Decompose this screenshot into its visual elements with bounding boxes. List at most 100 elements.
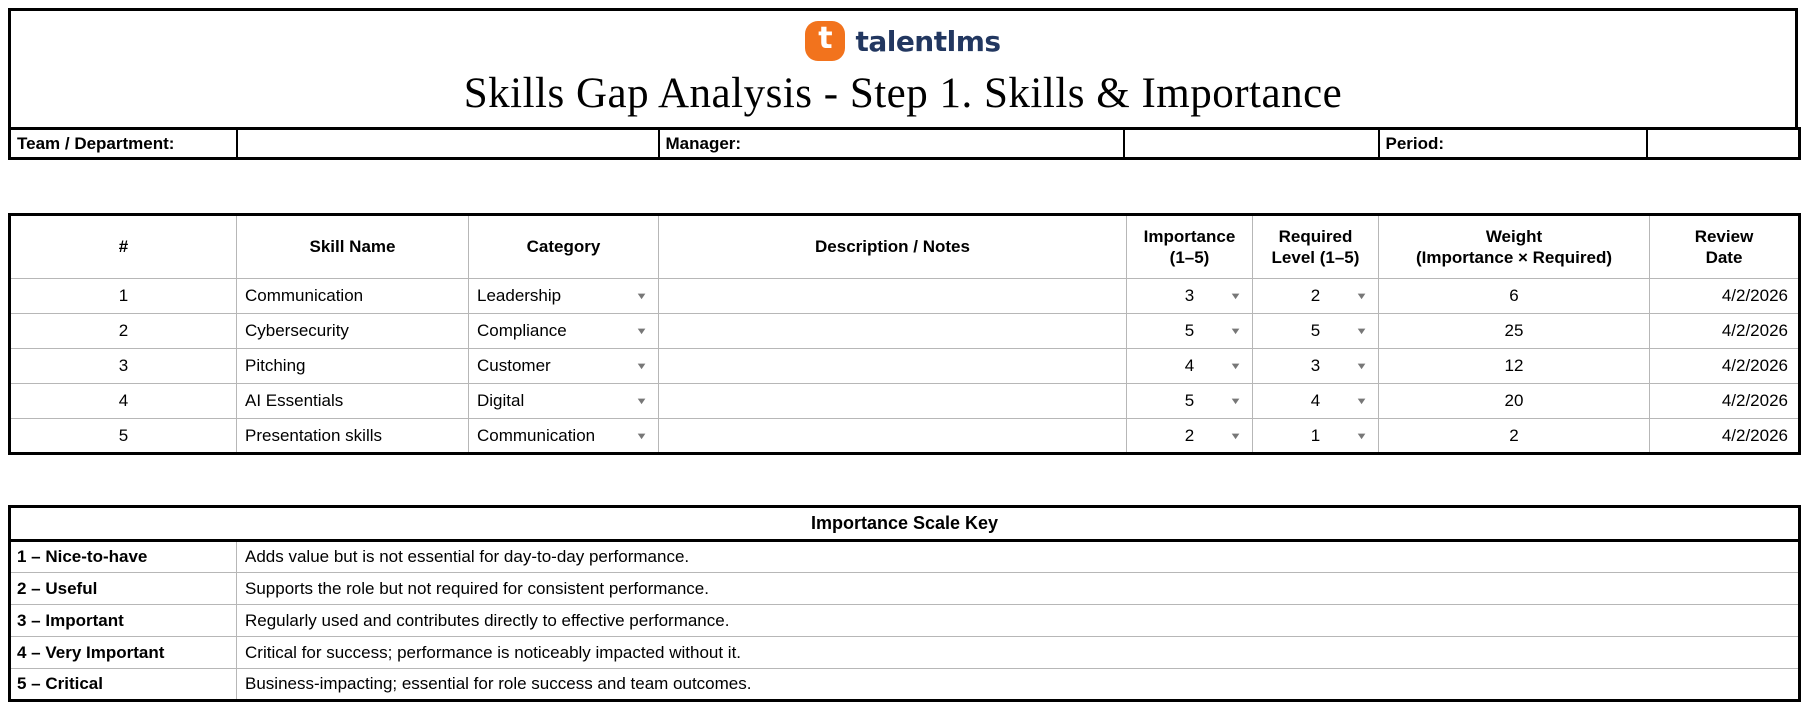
dropdown-arrow-icon[interactable]: ▼ — [635, 290, 648, 302]
skills-header-row: # Skill Name Category Description / Note… — [9, 214, 1800, 279]
dropdown-arrow-icon[interactable]: ▼ — [1355, 325, 1368, 337]
scale-key-description: Critical for success; performance is not… — [236, 636, 1800, 669]
category-dropdown[interactable]: Communication ▼ — [468, 418, 659, 454]
dropdown-arrow-icon[interactable]: ▼ — [1229, 395, 1242, 407]
period-label: Period: — [1377, 127, 1648, 160]
scale-key-header-row: Importance Scale Key — [9, 506, 1800, 542]
importance-dropdown[interactable]: 5 ▼ — [1126, 383, 1253, 419]
col-header-required-level: Required Level (1–5) — [1252, 214, 1379, 279]
skill-name-cell[interactable]: Cybersecurity — [236, 313, 469, 349]
importance-scale-key-table: Importance Scale Key 1 – Nice-to-have Ad… — [8, 505, 1801, 702]
table-row: 2 Cybersecurity Compliance ▼ 5 ▼ 5 ▼ 25 4/2… — [9, 313, 1800, 349]
row-number-cell[interactable]: 1 — [9, 278, 237, 314]
row-number-cell[interactable]: 4 — [9, 383, 237, 419]
review-date-cell[interactable]: 4/2/2026 — [1649, 383, 1800, 419]
logo-letter: t — [818, 21, 833, 56]
row-number-cell[interactable]: 2 — [9, 313, 237, 349]
table-row: 5 Presentation skills Communication ▼ 2 ▼ … — [9, 418, 1800, 454]
required-level-dropdown[interactable]: 3 ▼ — [1252, 348, 1379, 384]
category-value: Digital — [477, 391, 525, 410]
scale-key-title: Importance Scale Key — [9, 506, 1800, 542]
description-cell[interactable] — [658, 348, 1127, 384]
scale-key-label: 1 – Nice-to-have — [9, 540, 237, 573]
required-level-value: 1 — [1310, 425, 1321, 445]
description-cell[interactable] — [658, 278, 1127, 314]
manager-input-cell[interactable] — [1122, 127, 1380, 160]
review-date-cell[interactable]: 4/2/2026 — [1649, 278, 1800, 314]
importance-value: 3 — [1184, 286, 1195, 305]
category-dropdown[interactable]: Digital ▼ — [468, 383, 659, 419]
weight-cell[interactable]: 12 — [1378, 348, 1650, 384]
dropdown-arrow-icon[interactable]: ▼ — [1355, 290, 1368, 302]
col-header-importance: Importance (1–5) — [1126, 214, 1253, 279]
dropdown-arrow-icon[interactable]: ▼ — [1229, 290, 1242, 302]
manager-label: Manager: — [657, 127, 1125, 160]
dropdown-arrow-icon[interactable]: ▼ — [635, 395, 648, 407]
importance-dropdown[interactable]: 2 ▼ — [1126, 418, 1253, 454]
talentlms-logo-icon: t — [805, 21, 846, 61]
skill-name-cell[interactable]: Presentation skills — [236, 418, 469, 454]
required-level-dropdown[interactable]: 5 ▼ — [1252, 313, 1379, 349]
skill-name-cell[interactable]: Communication — [236, 278, 469, 314]
review-date-cell[interactable]: 4/2/2026 — [1649, 313, 1800, 349]
list-item: 4 – Very Important Critical for success;… — [9, 636, 1800, 669]
period-input-cell[interactable] — [1645, 127, 1801, 160]
list-item: 2 – Useful Supports the role but not req… — [9, 572, 1800, 605]
weight-cell[interactable]: 6 — [1378, 278, 1650, 314]
dropdown-arrow-icon[interactable]: ▼ — [1355, 395, 1368, 407]
dropdown-arrow-icon[interactable]: ▼ — [1229, 430, 1242, 441]
dropdown-arrow-icon[interactable]: ▼ — [1229, 325, 1242, 337]
scale-key-description: Adds value but is not essential for day-… — [236, 540, 1800, 573]
importance-dropdown[interactable]: 5 ▼ — [1126, 313, 1253, 349]
importance-dropdown[interactable]: 4 ▼ — [1126, 348, 1253, 384]
col-header-description: Description / Notes — [658, 214, 1127, 279]
row-number-cell[interactable]: 5 — [9, 418, 237, 454]
row-number-cell[interactable]: 3 — [9, 348, 237, 384]
brand-wordmark: talentlms — [855, 24, 1001, 58]
table-row: 4 AI Essentials Digital ▼ 5 ▼ 4 ▼ 20 4/2/20… — [9, 383, 1800, 419]
dropdown-arrow-icon[interactable]: ▼ — [1229, 360, 1242, 372]
brand-logo: t talentlms — [805, 19, 1001, 63]
weight-cell[interactable]: 2 — [1378, 418, 1650, 454]
description-cell[interactable] — [658, 418, 1127, 454]
dropdown-arrow-icon[interactable]: ▼ — [1355, 360, 1368, 372]
team-department-label: Team / Department: — [8, 127, 238, 160]
skills-table: # Skill Name Category Description / Note… — [8, 213, 1801, 455]
skill-name-cell[interactable]: AI Essentials — [236, 383, 469, 419]
scale-key-description: Regularly used and contributes directly … — [236, 604, 1800, 637]
scale-key-label: 3 – Important — [9, 604, 237, 637]
importance-value: 2 — [1184, 425, 1195, 445]
weight-cell[interactable]: 25 — [1378, 313, 1650, 349]
category-dropdown[interactable]: Leadership ▼ — [468, 278, 659, 314]
dropdown-arrow-icon[interactable]: ▼ — [635, 360, 648, 372]
dropdown-arrow-icon[interactable]: ▼ — [635, 325, 648, 337]
team-department-input-cell[interactable] — [235, 127, 660, 160]
category-value: Leadership — [477, 286, 562, 305]
category-value: Communication — [477, 425, 596, 445]
category-dropdown[interactable]: Customer ▼ — [468, 348, 659, 384]
description-cell[interactable] — [658, 313, 1127, 349]
dropdown-arrow-icon[interactable]: ▼ — [1355, 430, 1368, 441]
importance-dropdown[interactable]: 3 ▼ — [1126, 278, 1253, 314]
table-row: 3 Pitching Customer ▼ 4 ▼ 3 ▼ 12 4/2/2026 — [9, 348, 1800, 384]
required-level-dropdown[interactable]: 1 ▼ — [1252, 418, 1379, 454]
required-level-value: 3 — [1310, 356, 1321, 375]
required-level-value: 5 — [1310, 321, 1321, 340]
dropdown-arrow-icon[interactable]: ▼ — [635, 430, 648, 441]
weight-cell[interactable]: 20 — [1378, 383, 1650, 419]
category-dropdown[interactable]: Compliance ▼ — [468, 313, 659, 349]
required-level-dropdown[interactable]: 4 ▼ — [1252, 383, 1379, 419]
col-header-skill-name: Skill Name — [236, 214, 469, 279]
info-bar-row: Team / Department: Manager: Period: — [8, 127, 1801, 160]
title-block: t talentlms Skills Gap Analysis - Step 1… — [8, 8, 1798, 127]
required-level-dropdown[interactable]: 2 ▼ — [1252, 278, 1379, 314]
description-cell[interactable] — [658, 383, 1127, 419]
col-header-weight: Weight (Importance × Required) — [1378, 214, 1650, 279]
scale-key-label: 2 – Useful — [9, 572, 237, 605]
review-date-cell[interactable]: 4/2/2026 — [1649, 348, 1800, 384]
skill-name-cell[interactable]: Pitching — [236, 348, 469, 384]
scale-key-label: 5 – Critical — [9, 668, 237, 701]
col-header-num: # — [9, 214, 237, 279]
review-date-cell[interactable]: 4/2/2026 — [1649, 418, 1800, 454]
required-level-value: 4 — [1310, 391, 1321, 410]
